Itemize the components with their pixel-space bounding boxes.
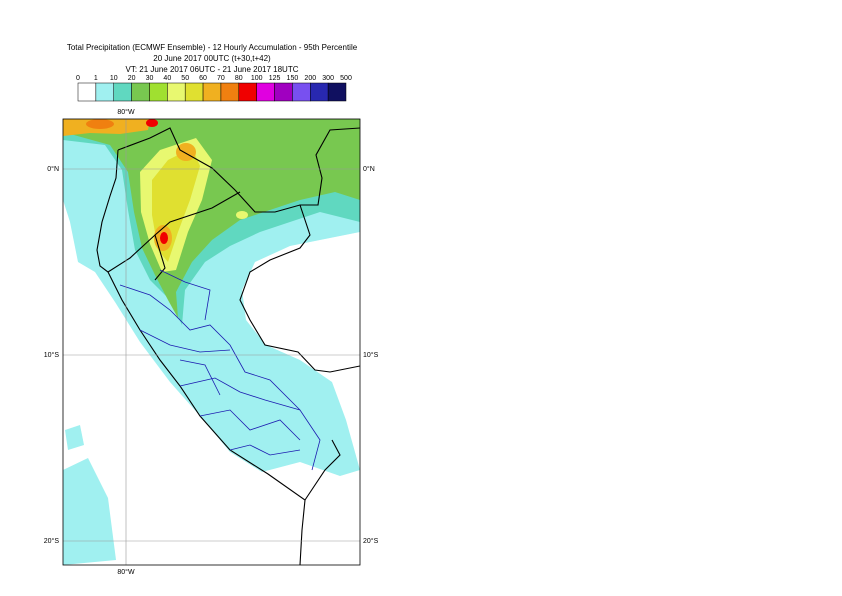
legend-swatch [113, 82, 132, 102]
legend-label: 50 [181, 75, 189, 82]
lat-label: 0°N [47, 165, 59, 173]
legend-swatch [131, 82, 150, 102]
legend-label: 0 [76, 75, 80, 82]
run-time: 20 June 2017 00UTC (t+30,t+42) [153, 54, 271, 63]
legend-label: 100 [251, 75, 263, 82]
valid-time: VT: 21 June 2017 06UTC - 21 June 2017 18… [126, 65, 299, 74]
map [63, 119, 360, 565]
legend-swatch [77, 82, 97, 102]
legend-label: 20 [128, 75, 136, 82]
legend-label: 300 [322, 75, 334, 82]
legend-label: 30 [146, 75, 154, 82]
legend-label: 70 [217, 75, 225, 82]
legend-swatch [256, 82, 275, 102]
legend-swatch [327, 82, 347, 102]
lat-label: 20°S [363, 537, 379, 545]
legend-label: 125 [269, 75, 281, 82]
legend-swatch [238, 82, 257, 102]
legend-label: 200 [304, 75, 316, 82]
legend-swatch [202, 82, 222, 102]
legend-swatch [184, 82, 204, 102]
lat-label: 20°S [44, 537, 60, 545]
legend-swatch [220, 82, 240, 102]
legend-label: 60 [199, 75, 207, 82]
legend-swatch [149, 82, 168, 102]
lat-label: 10°S [44, 351, 60, 359]
lat-labels: 0°N 10°S 20°S 0°N 10°S 20°S [44, 165, 379, 545]
legend-label: 80 [235, 75, 243, 82]
legend-swatch [95, 82, 114, 102]
lon-label: 80°W [117, 568, 135, 576]
title: Total Precipitation (ECMWF Ensemble) - 1… [67, 43, 358, 52]
lon-label: 80°W [117, 108, 135, 116]
legend: 0 1 10 20 30 40 50 60 70 80 100 125 150 200 300 500 [76, 75, 352, 102]
legend-swatch [310, 82, 329, 102]
lat-label: 0°N [363, 165, 375, 173]
legend-label: 1 [94, 75, 98, 82]
legend-label: 150 [287, 75, 299, 82]
legend-label: 40 [163, 75, 171, 82]
legend-label: 10 [110, 75, 118, 82]
legend-label: 500 [340, 75, 352, 82]
legend-swatch [167, 82, 186, 102]
legend-swatch [274, 82, 293, 102]
legend-swatch [292, 82, 311, 102]
lat-label: 10°S [363, 351, 379, 359]
